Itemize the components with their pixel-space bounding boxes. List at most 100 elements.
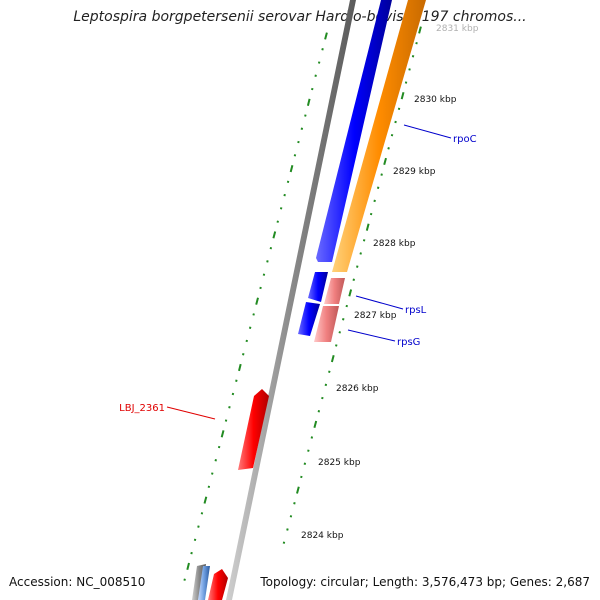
outer-track-tick bbox=[207, 485, 211, 489]
inner-track-tick bbox=[293, 502, 296, 505]
inner-track-tick bbox=[411, 55, 415, 58]
inner-track-tick bbox=[383, 157, 387, 166]
scale-label-2830: 2830 kbp bbox=[414, 95, 457, 105]
outer-track-tick bbox=[242, 353, 245, 356]
inner-track-tick bbox=[365, 223, 370, 231]
gene-rpsG-cds[interactable] bbox=[298, 302, 320, 336]
outer-track-tick bbox=[231, 392, 235, 396]
scale-label-2825: 2825 kbp bbox=[318, 458, 361, 468]
outer-track-tick bbox=[183, 578, 186, 581]
outer-track-tick bbox=[193, 538, 197, 542]
outer-track-tick bbox=[286, 180, 290, 184]
outer-track-tick bbox=[248, 326, 252, 329]
outer-track-tick bbox=[211, 472, 214, 475]
outer-tick-track bbox=[183, 32, 328, 581]
outer-track-tick bbox=[203, 496, 208, 504]
gene-rpsG-rna[interactable] bbox=[314, 306, 339, 342]
scale-label-2824: 2824 kbp bbox=[301, 531, 344, 541]
outer-track-tick bbox=[317, 61, 321, 64]
gene-rpoC-cds[interactable] bbox=[316, 0, 392, 262]
rpoC-leader-line bbox=[403, 124, 452, 139]
outer-track-tick bbox=[297, 140, 300, 144]
inner-track-tick bbox=[296, 486, 300, 494]
outer-track-tick bbox=[304, 114, 307, 117]
gene-label-rpsG[interactable]: rpsG bbox=[397, 337, 420, 348]
outer-track-tick bbox=[266, 260, 269, 263]
inner-track-tick bbox=[317, 409, 321, 413]
chromosome-backbone bbox=[226, 0, 356, 600]
scale-label-2826: 2826 kbp bbox=[336, 384, 379, 394]
inner-track-tick bbox=[282, 541, 286, 544]
outer-track-tick bbox=[262, 273, 266, 276]
inner-track-tick bbox=[289, 515, 293, 518]
outer-track-tick bbox=[259, 286, 262, 290]
gene-label-LBJ_2361[interactable]: LBJ_2361 bbox=[119, 403, 165, 414]
gene-rpsL-rna[interactable] bbox=[324, 278, 345, 304]
inner-track-tick bbox=[390, 133, 394, 137]
outer-track-tick bbox=[283, 193, 286, 197]
gene-partial-red bbox=[208, 569, 228, 600]
inner-track-tick bbox=[380, 173, 383, 176]
inner-track-tick bbox=[397, 107, 401, 111]
inner-track-tick bbox=[345, 304, 348, 308]
outer-track-tick bbox=[306, 98, 311, 106]
inner-track-tick bbox=[303, 462, 307, 466]
inner-track-tick bbox=[356, 265, 359, 268]
outer-track-tick bbox=[200, 512, 204, 515]
inner-track-tick bbox=[348, 289, 353, 297]
inner-track-tick bbox=[369, 212, 373, 216]
outer-track-tick bbox=[217, 445, 221, 449]
outer-track-tick bbox=[220, 430, 225, 438]
gene-label-rpsL[interactable]: rpsL bbox=[405, 305, 427, 316]
outer-track-tick bbox=[186, 562, 190, 571]
rpsL-leader-line bbox=[355, 295, 404, 310]
outer-track-tick bbox=[238, 363, 242, 372]
gene-partial-lightblue bbox=[198, 566, 210, 600]
inner-track-tick bbox=[415, 41, 418, 45]
LBJ_2361-leader-line bbox=[166, 406, 216, 420]
inner-track-tick bbox=[373, 199, 376, 203]
inner-track-tick bbox=[352, 278, 355, 281]
scale-labels: 2831 kbp 2830 kbp 2829 kbp 2828 kbp 2827 kbp… bbox=[301, 24, 479, 541]
genome-summary-text: Topology: circular; Length: 3,576,473 bp… bbox=[260, 575, 590, 589]
inner-track-tick bbox=[418, 26, 422, 34]
outer-track-tick bbox=[321, 48, 324, 51]
gene-rpsL-cds[interactable] bbox=[308, 272, 328, 302]
outer-track-tick bbox=[324, 32, 328, 40]
inner-track-tick bbox=[321, 396, 324, 400]
scale-label-2827: 2827 kbp bbox=[354, 311, 397, 321]
outer-track-tick bbox=[255, 297, 259, 305]
inner-track-tick bbox=[286, 528, 289, 531]
outer-track-tick bbox=[269, 246, 273, 250]
inner-track-tick bbox=[404, 81, 408, 84]
inner-track-tick bbox=[307, 449, 310, 452]
outer-track-tick bbox=[190, 551, 193, 555]
inner-track-tick bbox=[328, 370, 331, 374]
outer-track-tick bbox=[279, 207, 283, 210]
rpsG-leader-line bbox=[347, 329, 396, 342]
outer-track-tick bbox=[252, 313, 255, 316]
inner-track-tick bbox=[300, 475, 303, 479]
outer-track-tick bbox=[293, 154, 297, 157]
outer-track-tick bbox=[235, 379, 238, 382]
inner-track-tick bbox=[408, 68, 411, 71]
inner-tick-track bbox=[282, 26, 422, 544]
outer-track-tick bbox=[197, 525, 200, 528]
accession-text: Accession: NC_008510 bbox=[9, 575, 146, 589]
inner-track-tick bbox=[330, 354, 335, 363]
inner-track-tick bbox=[394, 120, 397, 124]
outer-track-tick bbox=[314, 74, 317, 77]
inner-track-tick bbox=[376, 186, 380, 189]
scale-label-2831: 2831 kbp bbox=[436, 24, 479, 34]
gene-label-rpoC[interactable]: rpoC bbox=[453, 134, 477, 145]
gene-rpoC-rna[interactable] bbox=[332, 0, 426, 272]
outer-track-tick bbox=[276, 220, 279, 223]
outer-track-tick bbox=[311, 87, 314, 91]
outer-track-tick bbox=[214, 459, 217, 462]
inner-track-tick bbox=[335, 344, 338, 347]
gene-LBJ_2361-cds[interactable] bbox=[238, 389, 269, 470]
inner-track-tick bbox=[387, 147, 390, 150]
inner-track-tick bbox=[359, 252, 362, 255]
